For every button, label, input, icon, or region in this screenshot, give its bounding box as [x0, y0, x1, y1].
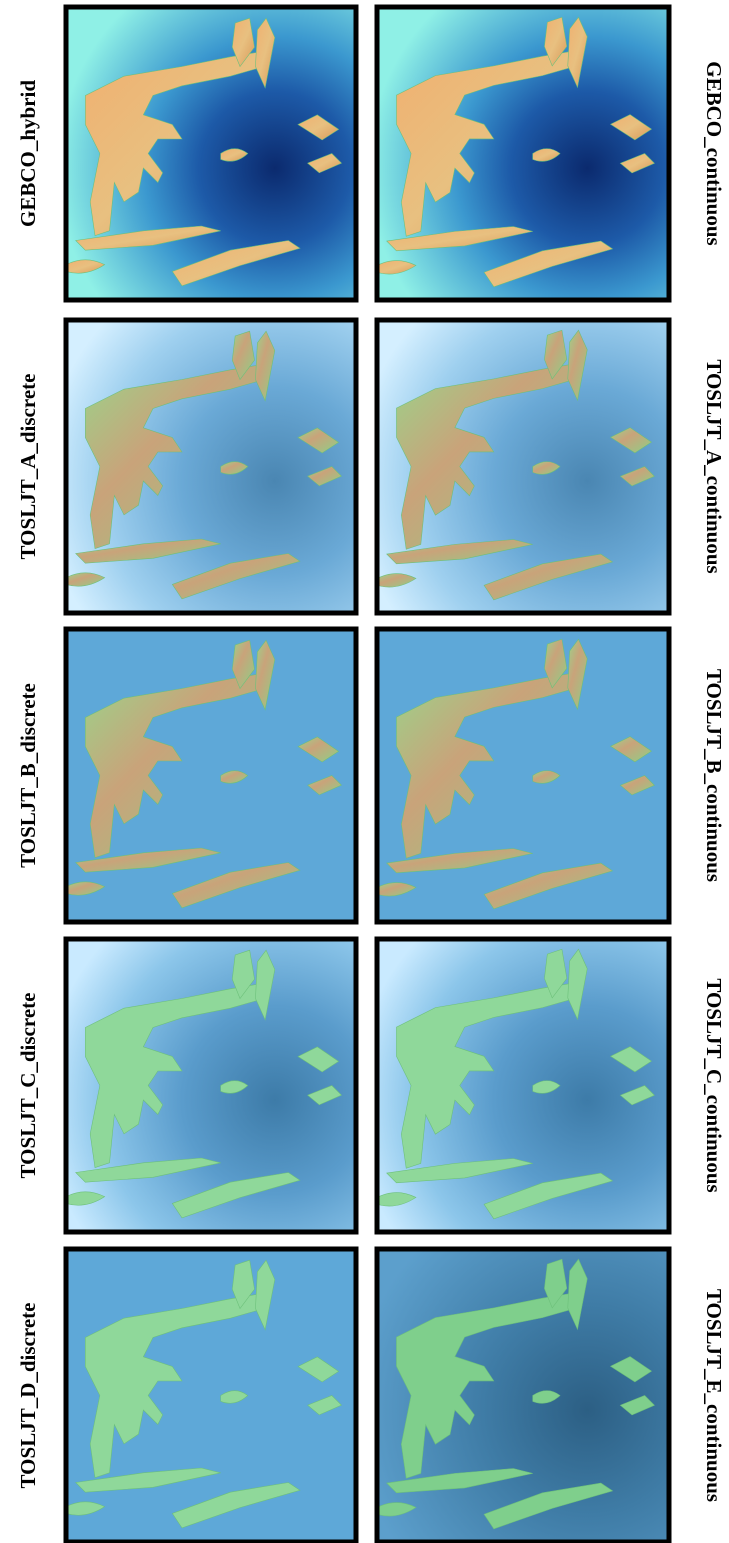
- map-border: [374, 317, 672, 616]
- map-border: [63, 626, 359, 925]
- map-border: [374, 1246, 672, 1543]
- map-border: [63, 936, 359, 1235]
- panel-label: TOSLJT_C_continuous: [702, 978, 726, 1192]
- panel-label: TOSLJT_E_continuous: [702, 1289, 726, 1502]
- panel-label: TOSLJT_B_discrete: [16, 683, 40, 868]
- map-panel: TOSLJT_E_continuous: [374, 1246, 726, 1543]
- map-panel: TOSLJT_C_discrete: [16, 936, 359, 1235]
- map-border: [63, 4, 359, 303]
- map-border: [374, 936, 672, 1235]
- map-panel: TOSLJT_B_discrete: [16, 626, 359, 925]
- map-border: [63, 317, 359, 616]
- map-border: [374, 4, 672, 303]
- panel-label: TOSLJT_A_continuous: [702, 359, 726, 573]
- map-panel: GEBCO_continuous: [374, 4, 726, 303]
- panel-label: TOSLJT_C_discrete: [16, 993, 40, 1179]
- panel-label: GEBCO_hybrid: [16, 80, 40, 227]
- map-border: [374, 626, 672, 925]
- map-border: [63, 1246, 359, 1543]
- map-panel: TOSLJT_C_continuous: [374, 936, 726, 1235]
- map-panel: TOSLJT_B_continuous: [374, 626, 726, 925]
- panel-label: TOSLJT_A_discrete: [16, 374, 40, 560]
- map-panel: TOSLJT_A_continuous: [374, 317, 726, 616]
- map-panel: TOSLJT_A_discrete: [16, 317, 359, 616]
- panel-label: TOSLJT_B_continuous: [702, 669, 726, 882]
- panel-label: GEBCO_continuous: [702, 61, 726, 245]
- panel-label: TOSLJT_D_discrete: [16, 1303, 40, 1489]
- map-panel: GEBCO_hybrid: [16, 4, 359, 303]
- map-panel: TOSLJT_D_discrete: [16, 1246, 359, 1543]
